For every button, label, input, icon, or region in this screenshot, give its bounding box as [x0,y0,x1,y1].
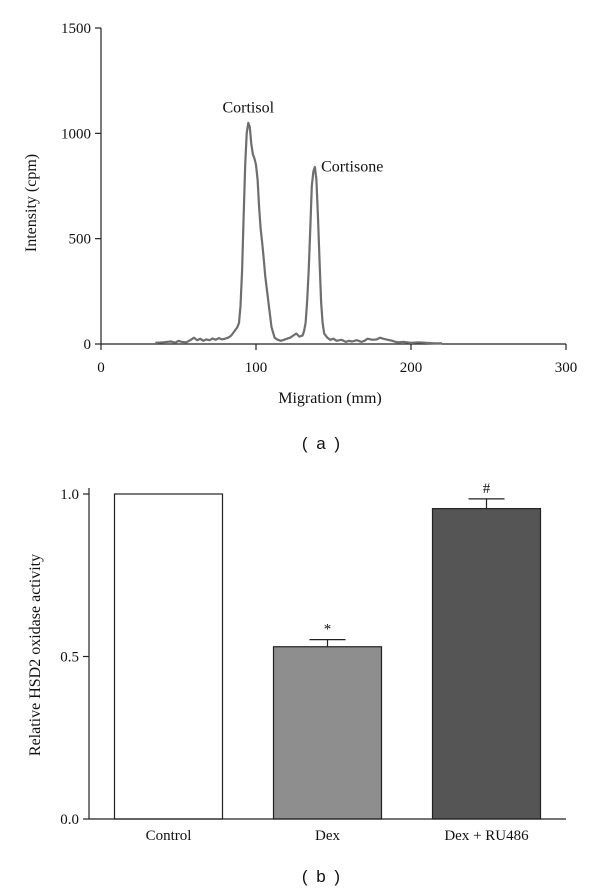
x-tick-label: 200 [400,360,423,376]
x-tick-label: 0 [97,360,105,376]
bar [431,508,542,820]
y-axis-title: Intensity (cpm) [23,154,40,252]
y-tick-label: 0.0 [60,812,79,828]
panel-a-label: ( a ) [302,434,342,453]
x-tick-labels: Control Dex Dex + RU486 [146,828,530,844]
y-tick-label: 0 [84,337,92,353]
category-label: Dex + RU486 [444,828,529,844]
y-ticks: 0 500 1000 1500 [61,21,101,353]
annotations: Cortisol Cortisone [222,99,383,175]
y-axis-title: Relative HSD2 oxidase activity [27,554,44,756]
chart-a: 0 500 1000 1500 0 100 200 300 Cortisol Cortison… [23,21,577,407]
x-axis-title: Migration (mm) [278,390,382,407]
y-ticks: 0.0 0.5 1.0 [60,487,89,828]
y-tick-label: 1000 [61,126,91,142]
y-tick-label: 0.5 [60,650,79,666]
panel-b-label: ( b ) [302,867,342,886]
category-label: Dex [315,828,340,844]
bars: *# [113,481,542,820]
x-tick-label: 100 [245,360,268,376]
significance-marker: * [324,622,332,638]
peak-label: Cortisone [321,158,383,175]
bar [272,646,383,820]
series-line [155,121,442,345]
y-tick-label: 500 [69,232,92,248]
y-tick-label: 1.0 [60,487,79,503]
y-tick-label: 1500 [61,21,91,37]
significance-marker: # [483,481,491,497]
category-label: Control [146,828,192,844]
peak-label: Cortisol [222,99,274,116]
x-tick-label: 300 [555,360,578,376]
x-ticks: 0 100 200 300 [97,344,577,376]
bar [113,493,224,820]
chart-b: *# 0.00.51.0 Control Dex Dex + RU486 Relat… [27,481,566,844]
